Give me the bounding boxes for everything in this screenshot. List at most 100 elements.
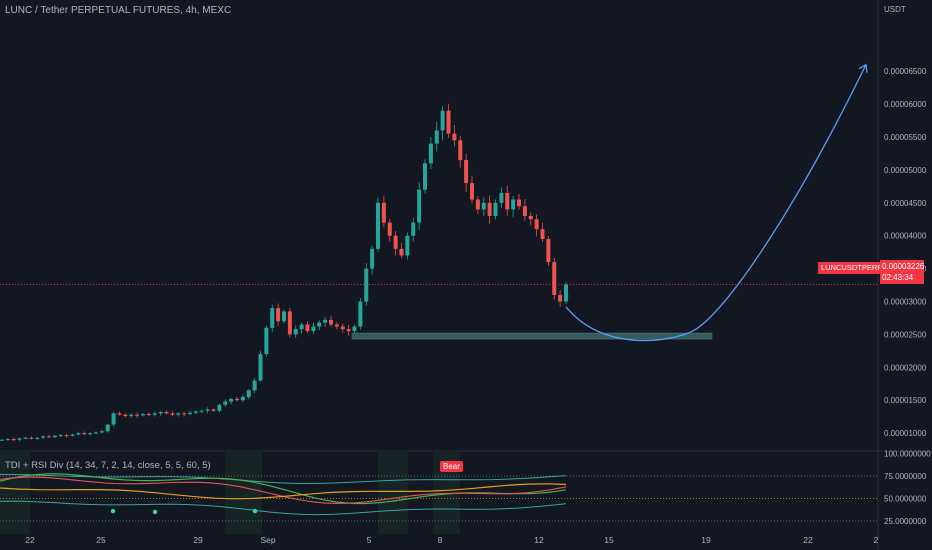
indicator-highlight-band: [0, 452, 30, 534]
candle-body: [235, 398, 239, 401]
indicator-tick-label: 100.0000000: [884, 450, 931, 459]
candle-body: [423, 163, 427, 190]
candle-body: [123, 414, 128, 417]
candle-body: [11, 439, 16, 441]
candle-body: [217, 404, 222, 411]
candle-body: [82, 433, 87, 435]
support-zone: [351, 332, 713, 340]
chart-title: LUNC / Tether PERPETUAL FUTURES, 4h, MEX…: [5, 5, 232, 16]
candle-body: [399, 248, 404, 256]
candle-body: [246, 390, 251, 397]
candle-body: [381, 202, 386, 223]
time-axis-label: 22: [25, 535, 35, 545]
candle-body: [364, 268, 369, 302]
candle-body: [94, 432, 98, 434]
candle-body: [528, 215, 533, 220]
candle-body: [493, 202, 498, 216]
last-price-badge: 0.00003226 02:43:34: [880, 260, 924, 284]
candle-body: [511, 199, 516, 210]
candle-body: [258, 354, 263, 381]
candle-body: [52, 435, 57, 438]
indicator-highlight-band: [378, 452, 408, 534]
bull-divergence-dot: [110, 508, 116, 514]
candle-body: [540, 229, 545, 240]
candle-body: [0, 439, 4, 441]
candle-body: [58, 435, 63, 437]
candle-body: [141, 414, 145, 416]
candle-body: [264, 327, 269, 355]
candle-body: [88, 433, 93, 435]
time-axis-label: 25: [96, 535, 106, 545]
candle-body: [99, 431, 104, 433]
candle-body: [405, 235, 410, 256]
candle-body: [311, 326, 316, 332]
candle-body: [41, 436, 46, 438]
candle-body: [552, 262, 557, 295]
candle-body: [487, 202, 492, 216]
indicator-highlight-band: [225, 452, 262, 534]
candle-body: [223, 401, 228, 405]
currency-label: USDT: [884, 5, 906, 14]
candle-body: [558, 294, 563, 302]
indicator-title[interactable]: TDI + RSI Div (14, 34, 7, 2, 14, close, …: [5, 460, 211, 471]
tdi-lower-band: [0, 500, 567, 516]
price-tick-label: 0.00001500: [884, 396, 927, 405]
candle-body: [299, 324, 304, 330]
time-axis-label: 29: [193, 535, 203, 545]
candle-body: [64, 435, 69, 437]
candle-body: [470, 183, 474, 200]
candle-body: [199, 410, 204, 412]
candle-body: [417, 189, 422, 223]
candle-body: [240, 396, 245, 401]
projection-curve: [565, 64, 867, 342]
candle-body: [270, 308, 275, 328]
time-axis-label: 15: [604, 535, 614, 545]
candle-body: [105, 424, 110, 432]
candle-body: [446, 110, 451, 134]
price-tick-label: 0.00002000: [884, 363, 927, 372]
bear-divergence-label: Bear: [440, 461, 463, 472]
candle-body: [428, 143, 433, 164]
price-tick-label: 0.00006000: [884, 100, 927, 109]
candle-body: [17, 438, 22, 440]
candle-body: [387, 222, 392, 236]
candle-body: [452, 133, 457, 141]
bar-countdown: 02:43:34: [882, 273, 914, 282]
candle-body: [164, 412, 169, 414]
indicator-tick-label: 25.0000000: [884, 517, 927, 526]
candle-body: [411, 222, 416, 236]
candle-body: [305, 324, 310, 332]
candle-body: [135, 414, 140, 416]
candle-body: [534, 219, 539, 230]
candle-body: [340, 326, 345, 330]
candle-body: [370, 248, 375, 269]
candle-body: [252, 380, 257, 391]
candle-body: [282, 311, 286, 322]
candle-body: [293, 329, 298, 335]
market-base-line: [0, 483, 567, 500]
candle-body: [176, 413, 181, 415]
candle-body: [117, 413, 122, 415]
candle-body: [35, 437, 40, 439]
candle-body: [229, 398, 234, 402]
candle-body: [193, 411, 198, 413]
candle-body: [129, 414, 134, 417]
candle-body: [440, 110, 445, 131]
candle-body: [211, 409, 216, 411]
candle-body: [170, 413, 175, 415]
candle-body: [352, 326, 357, 332]
price-tick-label: 0.00006500: [884, 67, 927, 76]
candle-body: [152, 413, 157, 415]
price-tick-label: 0.00005000: [884, 166, 927, 175]
time-axis-label: 5: [367, 535, 372, 545]
candle-body: [158, 412, 163, 414]
candle-body: [499, 192, 504, 203]
candle-body: [464, 160, 469, 184]
time-axis-label: 2: [874, 535, 879, 545]
candle-body: [146, 414, 151, 416]
candle-body: [346, 329, 351, 332]
time-axis-label: 8: [438, 535, 443, 545]
candle-body: [458, 140, 463, 161]
candle-body: [5, 439, 10, 441]
